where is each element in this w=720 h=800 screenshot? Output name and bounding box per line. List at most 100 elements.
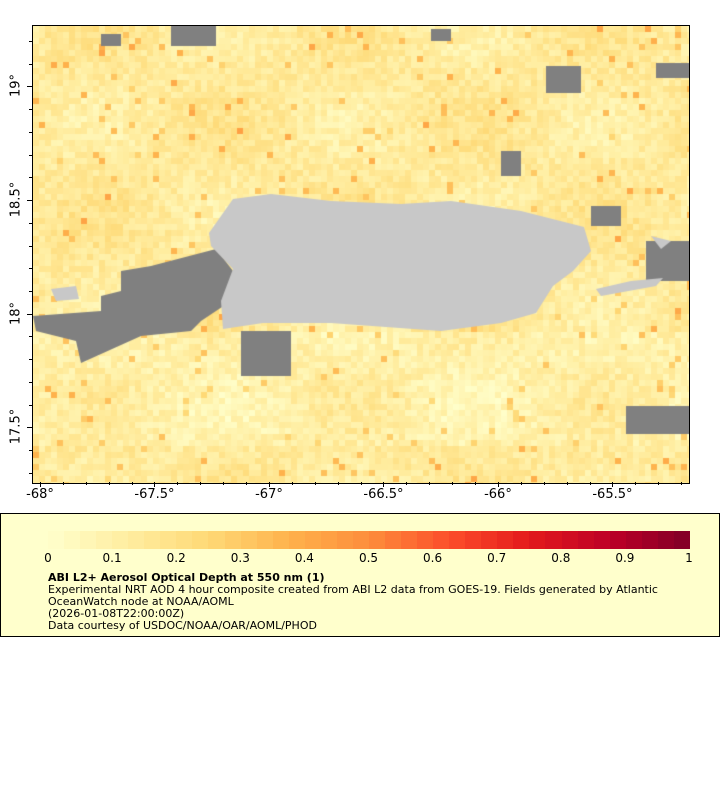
colorbar-segment [224, 531, 241, 549]
colorbar-segment [401, 531, 418, 549]
y-minor-tick [29, 222, 32, 224]
y-minor-tick [29, 63, 32, 65]
colorbar-segment [240, 531, 257, 549]
colorbar-label: 1 [685, 551, 693, 565]
colorbar-label: 0.8 [551, 551, 571, 565]
y-minor-tick [29, 359, 32, 361]
colorbar-segment [545, 531, 562, 549]
y-minor-tick [29, 291, 32, 292]
colorbar-segment [64, 531, 81, 549]
colorbar-segment [144, 531, 161, 549]
x-minor-tick [635, 482, 637, 485]
colorbar-label: 0.3 [230, 551, 250, 565]
colorbar-segment [192, 531, 209, 549]
y-minor-tick [29, 154, 32, 156]
legend-time: (2026-01-08T22:00:00Z) [48, 607, 185, 620]
y-minor-tick [29, 245, 32, 247]
aod-map [32, 25, 690, 484]
colorbar-label: 0.7 [487, 551, 507, 565]
x-minor-tick [497, 482, 499, 485]
x-minor-tick [566, 482, 568, 485]
legend-panel: 0 0.1 0.2 0.3 0.4 0.5 0.6 0.7 0.8 0.9 1 ABI L2+ Ae… [0, 513, 720, 637]
legend-title: ABI L2+ Aerosol Optical Depth at 550 nm … [48, 571, 325, 584]
legend-description: Experimental NRT AOD 4 hour composite cr… [48, 583, 658, 596]
colorbar-segment [641, 531, 658, 549]
colorbar-label: 0.1 [102, 551, 122, 565]
x-minor-tick [658, 482, 660, 485]
colorbar-label: 0 [44, 551, 52, 565]
colorbar-segment [577, 531, 594, 549]
x-tick-label: -66.5° [363, 487, 404, 502]
colorbar-segment [160, 531, 177, 549]
x-minor-tick [108, 482, 110, 485]
colorbar-segment [449, 531, 466, 549]
y-minor-tick [29, 450, 32, 452]
y-minor-tick [29, 109, 32, 111]
x-minor-tick [360, 482, 362, 485]
x-minor-tick [200, 482, 202, 485]
x-minor-tick [223, 482, 225, 485]
x-tick-label: -66° [484, 487, 512, 502]
colorbar-segment [465, 531, 482, 549]
x-minor-tick [475, 482, 477, 485]
colorbar-segment [256, 531, 273, 549]
colorbar-label: 0.9 [615, 551, 635, 565]
y-minor-tick [29, 268, 32, 270]
x-minor-tick [612, 482, 614, 485]
x-tick-label: -67.5° [134, 487, 175, 502]
x-minor-tick [589, 482, 591, 485]
y-tick-label: 19° [8, 74, 24, 98]
y-minor-tick [29, 40, 32, 42]
legend-description-2: OceanWatch node at NOAA/AOML [48, 595, 234, 608]
colorbar-segment [625, 531, 642, 549]
x-tick-label: -65.5° [592, 487, 633, 502]
x-tick-label: -67° [255, 487, 283, 502]
x-minor-tick [62, 482, 64, 485]
colorbar-segment [112, 531, 129, 549]
legend-credit: Data courtesy of USDOC/NOAA/OAR/AOML/PHO… [48, 619, 317, 632]
y-minor-tick [29, 336, 32, 338]
y-minor-tick [29, 131, 32, 133]
x-minor-tick [246, 482, 248, 485]
colorbar-segment [128, 531, 145, 549]
colorbar-segment [529, 531, 546, 549]
x-minor-tick [268, 482, 270, 485]
x-minor-tick [177, 482, 179, 485]
colorbar-segment [433, 531, 450, 549]
colorbar-segment [304, 531, 321, 549]
colorbar-segment [673, 531, 690, 549]
colorbar-segment [352, 531, 369, 549]
colorbar-segment [48, 531, 65, 549]
colorbar-segment [561, 531, 578, 549]
colorbar-segment [384, 531, 402, 549]
x-minor-tick [520, 482, 522, 485]
colorbar-segment [288, 531, 305, 549]
colorbar-label: 0.5 [358, 551, 379, 565]
y-minor-tick [29, 86, 32, 88]
y-minor-tick [29, 404, 32, 406]
colorbar [48, 531, 690, 549]
x-tick-label: -68° [26, 487, 54, 502]
colorbar-label: 0.2 [166, 551, 186, 565]
y-tick-label: 18° [8, 301, 24, 325]
x-minor-tick [131, 482, 133, 485]
x-minor-tick [314, 482, 316, 485]
x-minor-tick [383, 482, 385, 485]
x-minor-tick [85, 482, 87, 485]
y-minor-tick [29, 200, 32, 202]
colorbar-segment [80, 531, 97, 549]
colorbar-segment [176, 531, 193, 549]
colorbar-segment [336, 531, 353, 549]
colorbar-segment [96, 531, 113, 549]
y-minor-tick [29, 381, 32, 383]
x-minor-tick [406, 482, 408, 485]
colorbar-segment [208, 531, 225, 549]
x-minor-tick [429, 482, 431, 485]
colorbar-segment [481, 531, 498, 549]
colorbar-label: 0.6 [423, 551, 443, 565]
x-minor-tick [40, 482, 41, 485]
colorbar-segment [497, 531, 514, 549]
x-minor-tick [291, 482, 293, 485]
y-minor-tick [29, 177, 32, 179]
y-tick-label: 17.5° [8, 409, 24, 445]
